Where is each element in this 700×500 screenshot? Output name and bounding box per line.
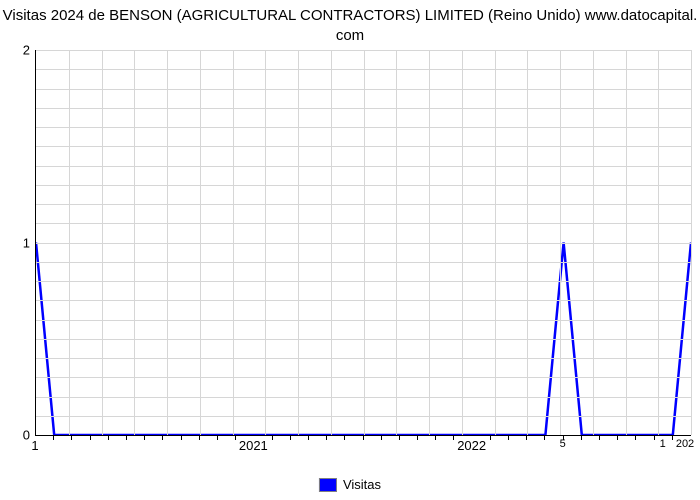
x-minor-tick xyxy=(399,435,400,440)
x-minor-tick xyxy=(53,435,54,440)
grid-h xyxy=(36,300,691,301)
grid-h xyxy=(36,320,691,321)
x-tick-label: 2022 xyxy=(457,438,486,453)
x-minor-tick xyxy=(544,435,545,440)
chart-title: Visitas 2024 de BENSON (AGRICULTURAL CON… xyxy=(0,0,700,45)
x-minor-tick xyxy=(617,435,618,440)
grid-h xyxy=(36,50,691,51)
y-tick-label: 1 xyxy=(23,235,30,250)
x-minor-tick xyxy=(654,435,655,440)
title-line2: com xyxy=(336,27,364,44)
x-minor-tick xyxy=(126,435,127,440)
x-minor-tick xyxy=(90,435,91,440)
x-minor-tick xyxy=(672,435,673,440)
legend-swatch xyxy=(319,478,337,492)
grid-h xyxy=(36,243,691,244)
x-minor-tick xyxy=(326,435,327,440)
x-minor-tick xyxy=(417,435,418,440)
x-minor-tick xyxy=(181,435,182,440)
x-minor-tick xyxy=(599,435,600,440)
x-minor-tick xyxy=(71,435,72,440)
x-minor-tick xyxy=(308,435,309,440)
x-tick-label-left: 1 xyxy=(31,438,38,453)
x-tick-minor-label: 5 xyxy=(560,438,566,450)
grid-h xyxy=(36,416,691,417)
x-minor-tick xyxy=(235,435,236,440)
grid-h xyxy=(36,127,691,128)
grid-h xyxy=(36,358,691,359)
plot-area xyxy=(35,50,691,436)
legend: Visitas xyxy=(319,477,381,492)
x-minor-tick xyxy=(435,435,436,440)
grid-h xyxy=(36,281,691,282)
x-minor-tick xyxy=(363,435,364,440)
x-tick-minor-label: 1 xyxy=(660,438,666,450)
grid-h xyxy=(36,89,691,90)
grid-h xyxy=(36,204,691,205)
grid-v xyxy=(691,50,692,435)
x-minor-tick xyxy=(490,435,491,440)
grid-h xyxy=(36,223,691,224)
grid-h xyxy=(36,69,691,70)
x-minor-tick xyxy=(272,435,273,440)
legend-label: Visitas xyxy=(343,477,381,492)
grid-h xyxy=(36,185,691,186)
grid-h xyxy=(36,262,691,263)
x-tick-label: 2021 xyxy=(239,438,268,453)
x-minor-tick xyxy=(581,435,582,440)
y-tick-label: 2 xyxy=(23,43,30,58)
x-minor-tick xyxy=(162,435,163,440)
x-minor-tick xyxy=(290,435,291,440)
x-minor-tick xyxy=(508,435,509,440)
x-minor-tick xyxy=(453,435,454,440)
title-line1: Visitas 2024 de BENSON (AGRICULTURAL CON… xyxy=(3,7,698,24)
grid-h xyxy=(36,108,691,109)
grid-h xyxy=(36,377,691,378)
x-minor-tick xyxy=(199,435,200,440)
grid-h xyxy=(36,146,691,147)
x-minor-tick xyxy=(381,435,382,440)
grid-h xyxy=(36,397,691,398)
x-minor-tick xyxy=(635,435,636,440)
chart-container: Visitas 2024 de BENSON (AGRICULTURAL CON… xyxy=(0,0,700,500)
x-minor-tick xyxy=(108,435,109,440)
x-minor-tick xyxy=(526,435,527,440)
x-minor-tick xyxy=(144,435,145,440)
x-tick-minor-label: 202 xyxy=(676,438,694,450)
y-tick-label: 0 xyxy=(23,428,30,443)
x-minor-tick xyxy=(344,435,345,440)
x-minor-tick xyxy=(217,435,218,440)
grid-h xyxy=(36,339,691,340)
grid-h xyxy=(36,166,691,167)
